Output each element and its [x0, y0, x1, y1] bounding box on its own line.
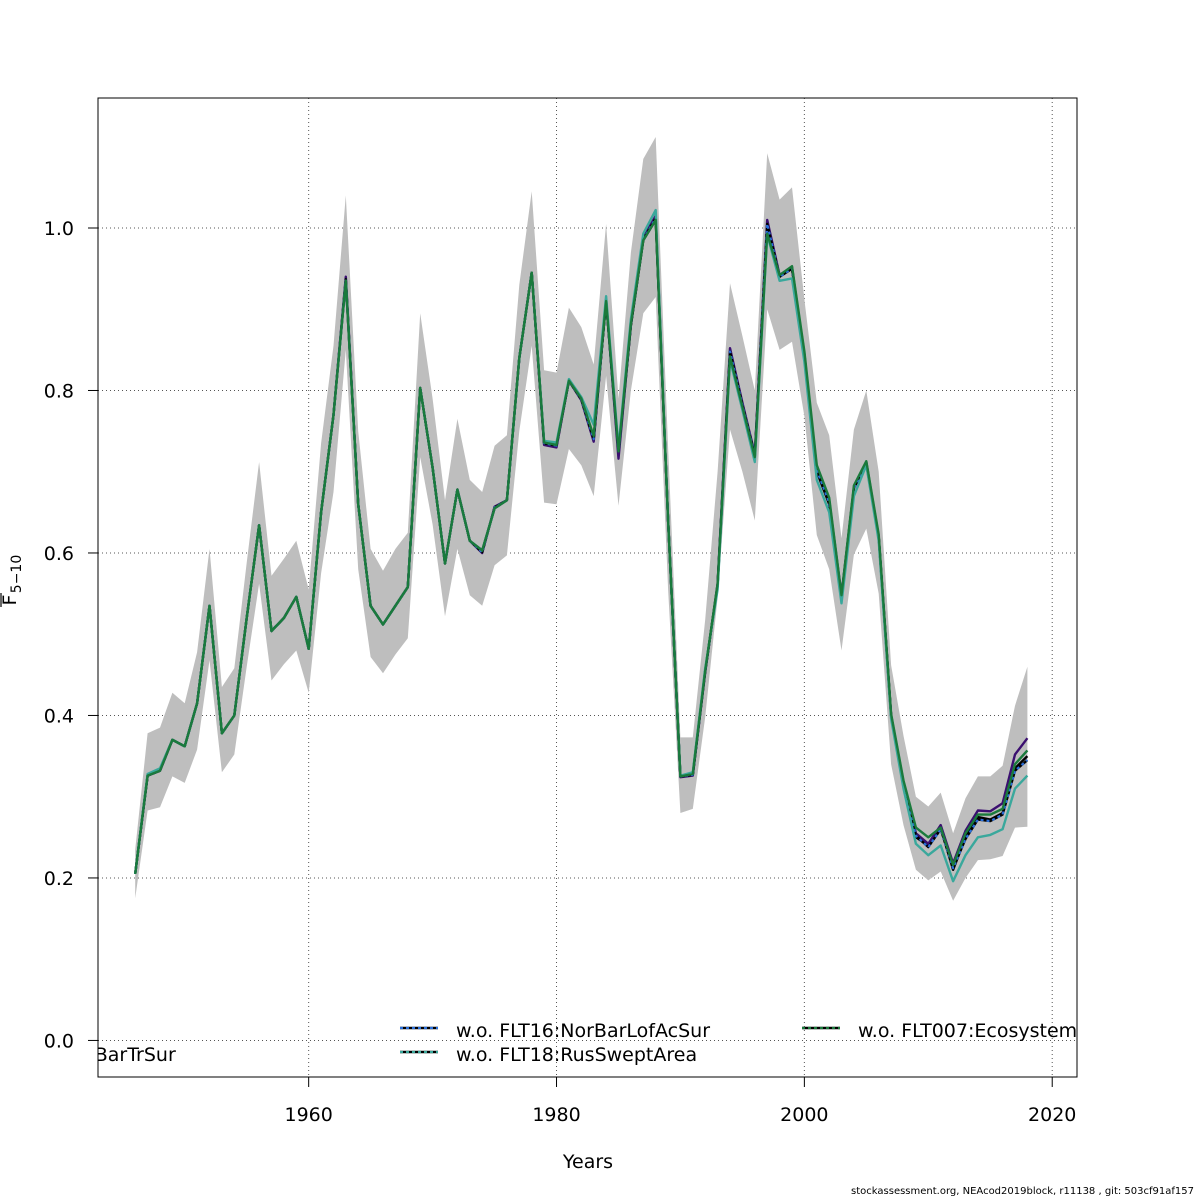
plot-frame — [97, 97, 1078, 1078]
series-line-4 — [134, 218, 1029, 875]
y-tick-label: 1.0 — [44, 218, 74, 240]
x-tick-label: 1960 — [284, 1104, 332, 1126]
x-axis-title: Years — [562, 1151, 613, 1173]
x-tick-label: 2000 — [780, 1104, 828, 1126]
y-axis-title: F 5−10 — [0, 555, 25, 607]
y-tick-label: 0.2 — [44, 868, 74, 890]
x-axis: 1960 1980 2000 2020 — [284, 1077, 1076, 1126]
y-axis-title-sub: 5−10 — [9, 555, 25, 593]
legend-label: w.o. FLT007:Ecosystem — [858, 1020, 1077, 1042]
y-tick-label: 0.8 — [44, 380, 74, 402]
x-tick-label: 1980 — [532, 1104, 580, 1126]
legend-label: w.o. FLT16:NorBarLofAcSur — [456, 1020, 710, 1042]
series-lines — [134, 208, 1029, 883]
confidence-band-area — [135, 137, 1028, 901]
legend-label: FLT15:NorBarTrSur — [0, 1044, 176, 1066]
y-tick-label: 0.6 — [44, 543, 74, 565]
legend: entFLT15:NorBarTrSurw.o. FLT16:NorBarLof… — [0, 1020, 1077, 1066]
y-tick-label: 0.4 — [44, 705, 74, 727]
y-tick-label: 0.0 — [44, 1030, 74, 1052]
x-tick-label: 2020 — [1028, 1104, 1076, 1126]
y-axis: 0.0 0.2 0.4 0.6 0.8 1.0 — [44, 218, 98, 1052]
confidence-band — [135, 137, 1028, 901]
y-axis-title-main: F — [0, 595, 21, 606]
footer-credit: stockassessment.org, NEAcod2019block, r1… — [851, 1186, 1194, 1197]
legend-label: w.o. FLT18:RusSweptArea — [456, 1044, 697, 1066]
